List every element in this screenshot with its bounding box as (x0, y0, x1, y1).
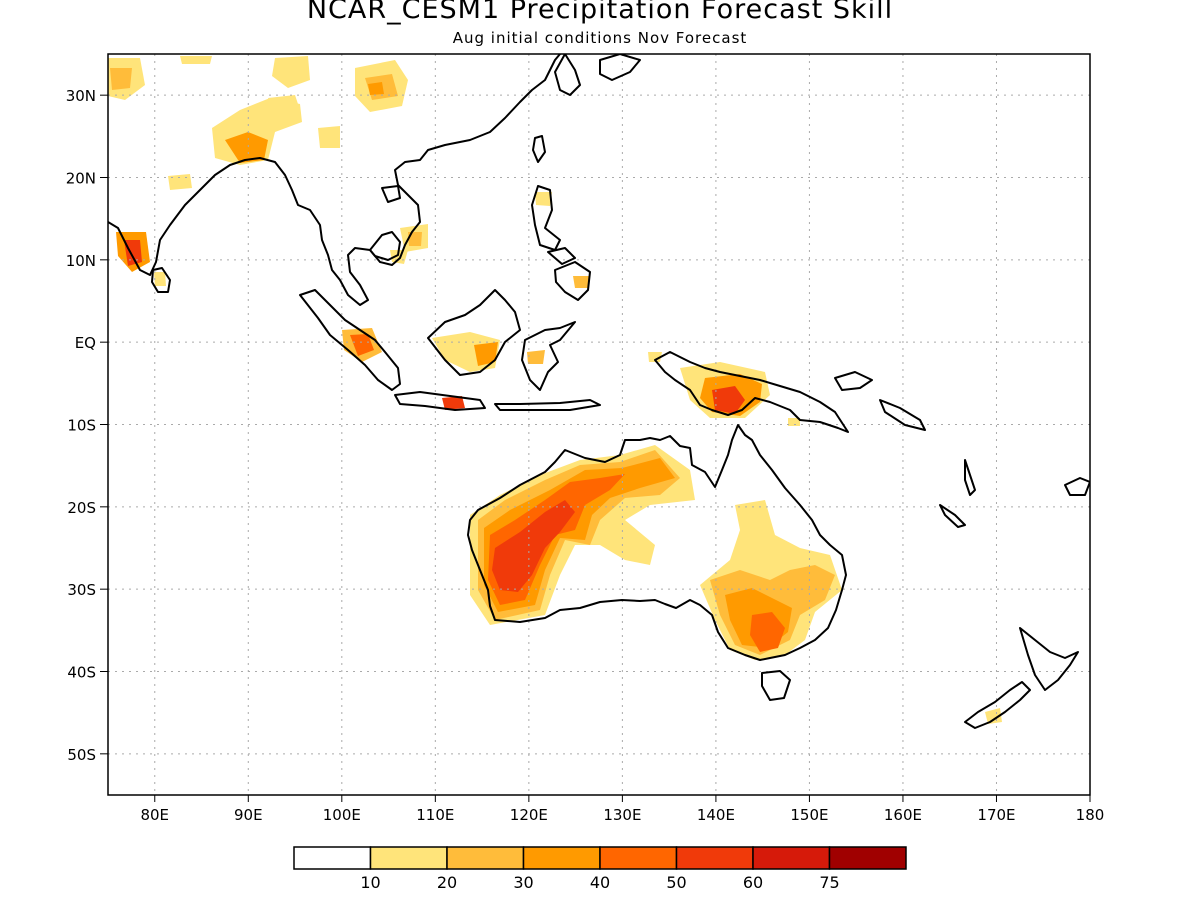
latitude-labels: 30N 20N 10N EQ 10S 20S 30S 40S 50S (66, 87, 108, 764)
colorbar-label: 60 (743, 873, 763, 892)
colorbar-swatch (599, 846, 678, 870)
colorbar-label: 10 (360, 873, 380, 892)
coastline-new-guinea (654, 351, 849, 433)
lat-tick-label: 10S (67, 417, 96, 435)
coastline-sri-lanka (151, 267, 171, 293)
coastline-sumatra (299, 289, 401, 391)
coastline-nz-south (964, 681, 1031, 729)
colorbar-label: 75 (819, 873, 839, 892)
skill-region-sumatra-l4 (350, 334, 374, 356)
lat-tick-label: 30N (66, 87, 96, 105)
coastline-luzon (531, 185, 561, 251)
colorbar-label: 20 (437, 873, 457, 892)
skill-region-mindanao (573, 276, 590, 288)
lon-tick-label: 110E (416, 806, 454, 824)
skill-region-borneo-l2 (527, 350, 545, 364)
lat-tick-label: 20S (67, 499, 96, 517)
coastline-borneo (427, 289, 521, 376)
lon-tick-label: 80E (140, 806, 169, 824)
skill-region-borneo-l3 (474, 342, 498, 366)
coastline-tasmania (761, 670, 791, 701)
lat-tick-label: EQ (75, 334, 96, 352)
coastline-new-caledonia (939, 504, 966, 528)
skill-region-nw-india-l2 (110, 68, 132, 90)
coastlines (108, 54, 1090, 729)
skill-region-luzon (535, 192, 552, 206)
skill-region-bangladesh-l3 (225, 132, 268, 163)
colorbar-label: 50 (666, 873, 686, 892)
colorbar-swatch (828, 846, 907, 870)
coastline-taiwan (532, 135, 546, 163)
lon-tick-label: 130E (603, 806, 641, 824)
coastline-java (394, 391, 486, 411)
colorbar-label: 30 (513, 873, 533, 892)
colorbar-swatch (446, 846, 525, 870)
coastline-vanuatu (964, 459, 976, 496)
skill-region-pacific-island (648, 352, 662, 362)
coastline-korea (554, 54, 581, 96)
skill-region-central-india (168, 174, 192, 190)
skill-region-western-australia-l5 (492, 500, 575, 592)
map-grid (108, 54, 1090, 795)
skill-region-java (442, 396, 465, 410)
lon-tick-label: 90E (234, 806, 263, 824)
coastline-hainan (381, 185, 401, 203)
colorbar-swatch (293, 846, 372, 870)
coastline-mindanao (554, 261, 591, 301)
coastline-nz-north (1019, 627, 1079, 691)
coastline-gulf-thailand (369, 231, 401, 261)
skill-region-north (272, 56, 310, 88)
coastline-fiji (1064, 477, 1090, 496)
lon-tick-label: 120E (510, 806, 548, 824)
lon-tick-label: 160E (884, 806, 922, 824)
lon-tick-label: 140E (697, 806, 735, 824)
coastline-lesser-sunda (494, 399, 601, 411)
skill-region-himalaya-2 (268, 95, 300, 115)
lon-tick-label: 100E (323, 806, 361, 824)
skill-region-sri-lanka (154, 272, 166, 286)
lat-tick-label: 50S (67, 746, 96, 764)
skill-region-tibet-l3 (368, 82, 384, 95)
coastline-solomon (879, 399, 926, 431)
lon-tick-label: 180 (1076, 806, 1105, 824)
longitude-labels: 80E 90E 100E 110E 120E 130E 140E 150E 160E 170E 18… (140, 795, 1104, 824)
colorbar-swatch (369, 846, 448, 870)
lat-tick-label: 30S (67, 581, 96, 599)
colorbar-swatch (522, 846, 601, 870)
colorbar-label: 40 (590, 873, 610, 892)
skill-region-indochina-l2 (408, 232, 422, 246)
chart-subtitle: Aug initial conditions Nov Forecast (452, 29, 748, 47)
coastline-visayas (547, 247, 576, 265)
lat-tick-label: 10N (66, 252, 96, 270)
lat-tick-label: 40S (67, 664, 96, 682)
coastline-australia (467, 424, 847, 661)
coastline-new-britain (834, 371, 873, 391)
skill-region-new-guinea-l5 (712, 386, 745, 414)
colorbar: 10 20 30 40 50 60 75 (293, 846, 907, 892)
colorbar-swatch (675, 846, 754, 870)
skill-region-himalaya-3 (318, 126, 340, 148)
lon-tick-label: 170E (977, 806, 1015, 824)
skill-region-new-zealand (985, 708, 1002, 724)
coastline-asia (108, 54, 561, 306)
lon-tick-label: 150E (790, 806, 828, 824)
skill-region-solomon (788, 418, 800, 426)
skill-shading (108, 56, 1002, 724)
lat-tick-label: 20N (66, 170, 96, 188)
skill-region-vietnam-south (390, 250, 408, 264)
coastline-sulawesi (521, 321, 576, 391)
colorbar-swatch (752, 846, 831, 870)
skill-region-eastern-australia-l4 (750, 612, 785, 652)
coastline-japan (599, 54, 641, 81)
chart-title: NCAR_CESM1 Precipitation Forecast Skill (306, 0, 894, 25)
skill-region-north-2 (180, 56, 212, 64)
